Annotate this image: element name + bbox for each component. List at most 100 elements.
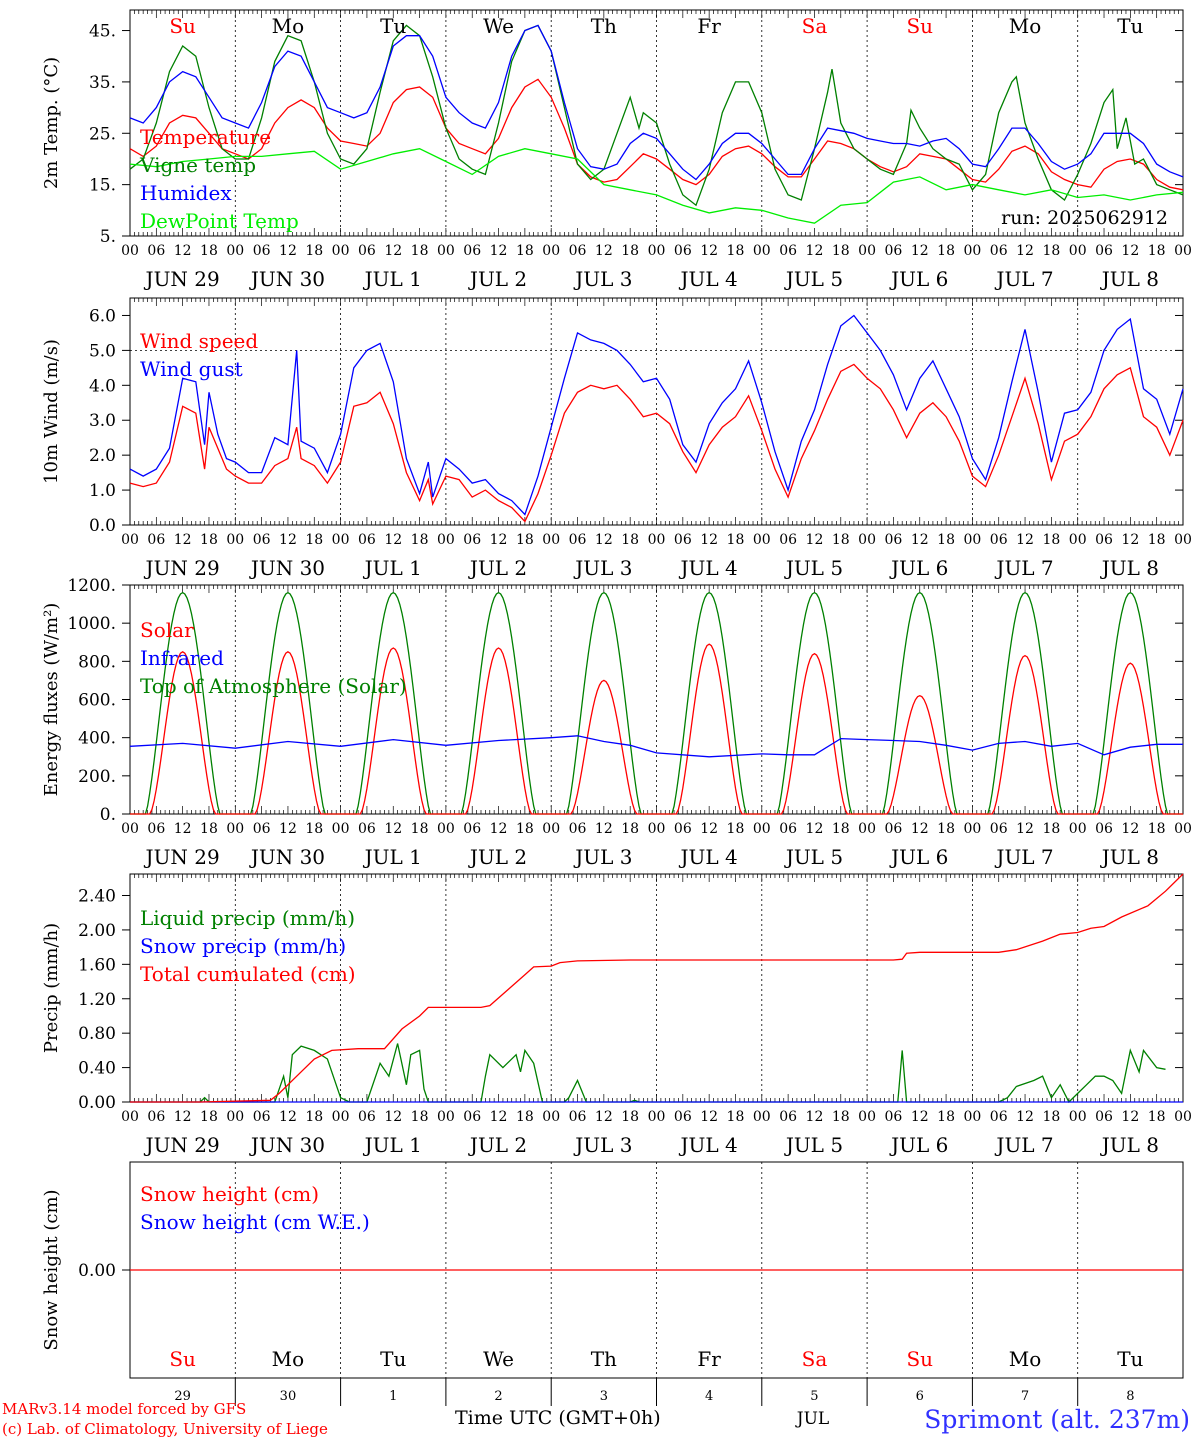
hour-label: 00: [858, 1109, 876, 1125]
weekday-label: Mo: [272, 1347, 305, 1371]
ytick-label: 2.00: [78, 921, 116, 941]
hour-label: 06: [358, 532, 376, 548]
hour-label: 18: [937, 532, 955, 548]
series-wind-speed: [129, 363, 1184, 523]
day-number: 5: [810, 1389, 818, 1404]
date-label: JUL 6: [889, 1133, 948, 1157]
hour-label: 00: [332, 821, 350, 837]
hour-label: 18: [621, 243, 639, 259]
hour-label: 06: [253, 532, 271, 548]
panel-frame-energy: [129, 584, 1184, 815]
weekday-label: Fr: [697, 1347, 721, 1371]
hour-label: 18: [305, 532, 323, 548]
hour-label: 00: [542, 1109, 560, 1125]
hour-label: 06: [358, 821, 376, 837]
hour-label: 00: [121, 821, 139, 837]
hour-label: 18: [1148, 1109, 1166, 1125]
hour-label: 00: [332, 1109, 350, 1125]
date-label: JUL 5: [784, 556, 843, 580]
hour-label: 12: [384, 532, 402, 548]
date-label: JUL 3: [573, 267, 632, 291]
hour-label: 00: [332, 532, 350, 548]
ytick-label: 15.: [89, 176, 116, 196]
hour-label: 00: [858, 821, 876, 837]
month-label: JUL: [795, 1409, 829, 1429]
hour-label: 18: [937, 821, 955, 837]
weekday-label: Tu: [1117, 1347, 1143, 1371]
hour-label: 06: [674, 532, 692, 548]
date-label: JUL 8: [1100, 1133, 1159, 1157]
hour-label: 18: [1042, 1109, 1060, 1125]
hour-label: 12: [595, 532, 613, 548]
date-label: JUL 6: [889, 556, 948, 580]
hour-label: 00: [963, 821, 981, 837]
hour-label: 00: [332, 243, 350, 259]
hour-label: 00: [1069, 532, 1087, 548]
hour-label: 12: [911, 821, 929, 837]
legend-entry: Snow precip (mm/h): [140, 934, 346, 958]
day-number: 3: [600, 1389, 608, 1404]
date-label: JUL 1: [363, 556, 422, 580]
hour-label: 06: [463, 532, 481, 548]
series-wind-gust: [129, 314, 1184, 516]
hour-label: 06: [463, 821, 481, 837]
hour-ticks-energy: [129, 585, 1184, 814]
series-temperature: [129, 78, 1184, 191]
hour-label: 06: [779, 243, 797, 259]
run-label: run: 2025062912: [1001, 207, 1168, 229]
hour-label: 18: [832, 243, 850, 259]
station-label: Sprimont (alt. 237m): [924, 1405, 1190, 1434]
hour-label: 12: [174, 243, 192, 259]
weekday-label: Tu: [1117, 14, 1143, 38]
date-label: JUL 4: [679, 1133, 738, 1157]
hour-label: 00: [542, 821, 560, 837]
hour-label: 00: [753, 243, 771, 259]
weekday-label: Tu: [380, 14, 406, 38]
ytick-label: 0.: [100, 805, 116, 825]
hour-label: 12: [595, 821, 613, 837]
hour-label: 18: [200, 243, 218, 259]
hour-label: 06: [463, 243, 481, 259]
hour-label: 18: [937, 1109, 955, 1125]
series-liquid-precip-mm-h-: [130, 1043, 1166, 1104]
hour-label: 12: [279, 243, 297, 259]
ylabel-wind: 10m Wind (m/s): [41, 339, 62, 484]
day-number: 30: [280, 1389, 297, 1404]
day-number: 1: [389, 1389, 397, 1404]
legend-entry: Humidex: [140, 181, 232, 205]
weekday-label: Mo: [1009, 1347, 1042, 1371]
hour-label: 12: [490, 243, 508, 259]
hour-label: 00: [437, 821, 455, 837]
hour-label: 12: [1121, 243, 1139, 259]
legend-entry: DewPoint Temp: [140, 209, 299, 233]
hour-label: 12: [700, 1109, 718, 1125]
hour-label: 00: [648, 243, 666, 259]
ytick-label: 1000.: [67, 614, 116, 634]
hour-label: 06: [253, 243, 271, 259]
hour-label: 18: [727, 1109, 745, 1125]
series-humidex: [129, 24, 1184, 181]
hour-label: 18: [621, 1109, 639, 1125]
hour-label: 06: [779, 532, 797, 548]
hour-label: 00: [437, 1109, 455, 1125]
ytick-label: 200.: [78, 767, 116, 787]
hour-label: 18: [727, 243, 745, 259]
hour-label: 12: [700, 821, 718, 837]
ylabel-temp: 2m Temp. (°C): [41, 57, 62, 189]
hour-label: 12: [490, 532, 508, 548]
date-label: JUL 5: [784, 1133, 843, 1157]
legend-entry: Snow height (cm W.E.): [140, 1210, 370, 1234]
day-number: 4: [705, 1389, 713, 1404]
hour-label: 18: [621, 821, 639, 837]
hour-label: 06: [569, 821, 587, 837]
hour-label: 12: [1016, 532, 1034, 548]
ytick-label: 4.0: [89, 376, 116, 396]
hour-label: 06: [358, 243, 376, 259]
legend-entry: Liquid precip (mm/h): [140, 906, 355, 930]
hour-label: 00: [648, 1109, 666, 1125]
hour-label: 12: [911, 243, 929, 259]
hour-label: 18: [832, 821, 850, 837]
legend-entry: Total cumulated (cm): [140, 962, 356, 986]
date-label: JUL 2: [468, 845, 527, 869]
legend-entry: Solar: [140, 618, 194, 642]
